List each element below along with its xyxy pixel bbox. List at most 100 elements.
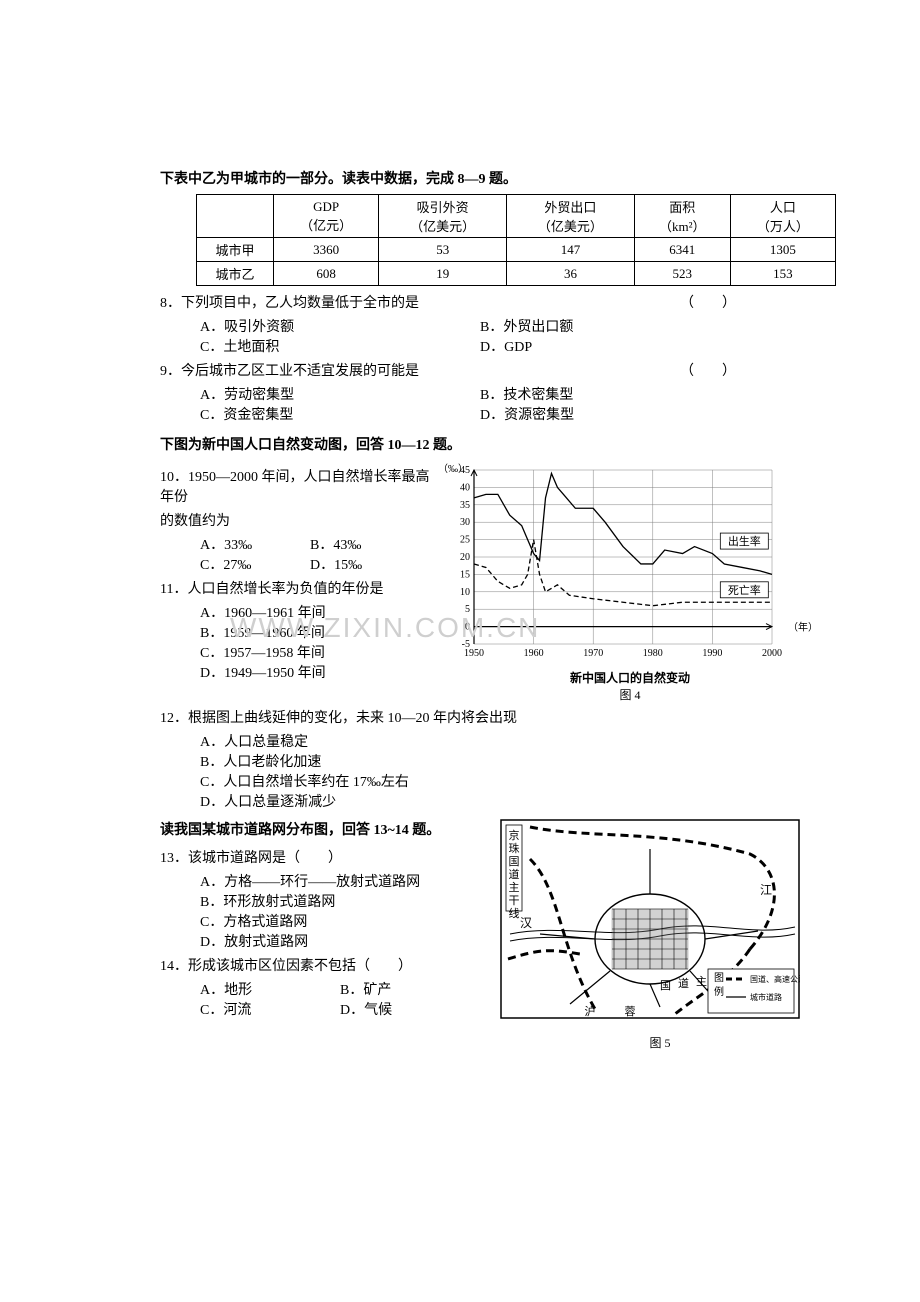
intro-8-9: 下表中乙为甲城市的一部分。读表中数据，完成 8—9 题。 xyxy=(160,168,820,188)
cell: 153 xyxy=(730,262,835,286)
svg-text:1960: 1960 xyxy=(524,648,544,659)
option-b: B．43‰ xyxy=(310,534,420,554)
svg-text:国: 国 xyxy=(509,855,520,868)
option-c: C．资金密集型 xyxy=(200,404,480,424)
svg-text:珠: 珠 xyxy=(509,841,520,855)
answer-paren: （ ） xyxy=(680,292,736,312)
svg-text:（年）: （年） xyxy=(788,621,818,634)
chart-title: 新中国人口的自然变动 xyxy=(440,669,820,686)
cell: 53 xyxy=(379,238,507,262)
svg-text:线: 线 xyxy=(509,906,520,920)
q8-options: A．吸引外资额B．外贸出口额 C．土地面积D．GDP xyxy=(200,316,820,356)
cell: 523 xyxy=(634,262,730,286)
option-d: D．1949—1950 年间 xyxy=(200,662,440,682)
cell: 6341 xyxy=(634,238,730,262)
population-chart-svg: -505101520253035404519501960197019801990… xyxy=(440,462,820,662)
svg-text:道: 道 xyxy=(678,976,689,990)
th-pop: 人口（万人） xyxy=(730,195,835,238)
th-gdp: GDP（亿元） xyxy=(274,195,379,238)
q8-stem: 8．下列项目中，乙人均数量低于全市的是（ ） xyxy=(160,292,820,312)
road-map: 京珠国道主干线汉江沪蓉国道主干线图例国道、高速公路城市道路 图 5 xyxy=(500,819,820,1051)
q10-12-block: 10．1950—2000 年间，人口自然增长率最高年份 的数值约为 A．33‰B… xyxy=(160,462,820,703)
option-b: B．外贸出口额 xyxy=(480,316,760,336)
th-blank xyxy=(197,195,274,238)
svg-text:1980: 1980 xyxy=(643,648,663,659)
svg-text:死亡率: 死亡率 xyxy=(728,583,761,597)
option-a: A．1960—1961 年间 xyxy=(200,602,440,622)
svg-text:沪: 沪 xyxy=(585,1004,596,1018)
q11-stem: 11．人口自然增长率为负值的年份是 xyxy=(160,578,440,598)
svg-text:40: 40 xyxy=(460,482,470,493)
svg-text:汉: 汉 xyxy=(520,916,532,930)
option-c: C．1957—1958 年间 xyxy=(200,642,440,662)
q10-stem-line2: 的数值约为 xyxy=(160,510,440,530)
table-row: 城市甲 3360 53 147 6341 1305 xyxy=(197,238,836,262)
option-a: A．地形 xyxy=(200,979,340,999)
q10-stem-line1: 10．1950—2000 年间，人口自然增长率最高年份 xyxy=(160,466,440,506)
svg-text:35: 35 xyxy=(460,500,470,511)
option-d: D．气候 xyxy=(340,999,392,1019)
chart-fig-label: 图 4 xyxy=(440,686,820,703)
row-name: 城市甲 xyxy=(197,238,274,262)
svg-text:国: 国 xyxy=(660,979,671,992)
svg-text:道: 道 xyxy=(509,867,520,881)
road-map-svg: 京珠国道主干线汉江沪蓉国道主干线图例国道、高速公路城市道路 xyxy=(500,819,800,1029)
option-a: A．33‰ xyxy=(200,534,310,554)
svg-text:江: 江 xyxy=(760,883,772,897)
th-export: 外贸出口（亿美元） xyxy=(507,195,635,238)
option-c: C．27‰ xyxy=(200,554,310,574)
option-b: B．环形放射式道路网 xyxy=(200,891,490,911)
svg-text:5: 5 xyxy=(465,604,470,615)
svg-text:10: 10 xyxy=(460,587,470,598)
th-fdi: 吸引外资（亿美元） xyxy=(379,195,507,238)
svg-text:蓉: 蓉 xyxy=(625,1005,636,1018)
row-name: 城市乙 xyxy=(197,262,274,286)
option-b: B．技术密集型 xyxy=(480,384,760,404)
option-a: A．吸引外资额 xyxy=(200,316,480,336)
q14-stem: 14．形成该城市区位因素不包括（ ） xyxy=(160,955,490,975)
option-b: B．矿产 xyxy=(340,979,391,999)
intro-10-12: 下图为新中国人口自然变动图，回答 10—12 题。 xyxy=(160,434,820,454)
q13-stem: 13．该城市道路网是（ ） xyxy=(160,847,490,867)
cell: 147 xyxy=(507,238,635,262)
city-data-table: GDP（亿元） 吸引外资（亿美元） 外贸出口（亿美元） 面积（km²） 人口（万… xyxy=(196,194,836,286)
option-d: D．人口总量逐渐减少 xyxy=(200,791,820,811)
option-d: D．资源密集型 xyxy=(480,404,720,424)
svg-text:京: 京 xyxy=(509,828,520,842)
table-row: 城市乙 608 19 36 523 153 xyxy=(197,262,836,286)
svg-text:0: 0 xyxy=(465,622,470,633)
option-c: C．人口自然增长率约在 17‰左右 xyxy=(200,771,820,791)
map-fig-label: 图 5 xyxy=(500,1034,820,1051)
svg-text:图: 图 xyxy=(714,972,724,984)
exam-page: WWW.ZIXIN.COM.CN 下表中乙为甲城市的一部分。读表中数据，完成 8… xyxy=(0,0,920,1302)
answer-paren: （ ） xyxy=(680,360,736,380)
svg-text:25: 25 xyxy=(460,535,470,546)
option-d: D．GDP xyxy=(480,336,760,356)
svg-text:20: 20 xyxy=(460,552,470,563)
svg-text:主: 主 xyxy=(696,975,707,988)
svg-text:城市道路: 城市道路 xyxy=(750,992,782,1002)
option-a: A．方格——环行——放射式道路网 xyxy=(200,871,490,891)
cell: 36 xyxy=(507,262,635,286)
population-chart: -505101520253035404519501960197019801990… xyxy=(440,462,820,703)
option-c: C．方格式道路网 xyxy=(200,911,490,931)
svg-text:2000: 2000 xyxy=(762,648,782,659)
option-d: D．放射式道路网 xyxy=(200,931,490,951)
svg-text:1970: 1970 xyxy=(583,648,603,659)
svg-text:1950: 1950 xyxy=(464,648,484,659)
svg-text:1990: 1990 xyxy=(702,648,722,659)
option-d: D．15‰ xyxy=(310,554,420,574)
option-a: A．人口总量稳定 xyxy=(200,731,820,751)
option-c: C．河流 xyxy=(200,999,340,1019)
option-a: A．劳动密集型 xyxy=(200,384,480,404)
cell: 19 xyxy=(379,262,507,286)
svg-text:30: 30 xyxy=(460,517,470,528)
svg-text:出生率: 出生率 xyxy=(728,534,761,548)
cell: 608 xyxy=(274,262,379,286)
svg-text:主: 主 xyxy=(509,881,520,894)
option-c: C．土地面积 xyxy=(200,336,480,356)
svg-text:例: 例 xyxy=(714,985,724,998)
cell: 3360 xyxy=(274,238,379,262)
svg-text:干: 干 xyxy=(509,895,520,907)
svg-text:国道、高速公路: 国道、高速公路 xyxy=(750,974,800,984)
